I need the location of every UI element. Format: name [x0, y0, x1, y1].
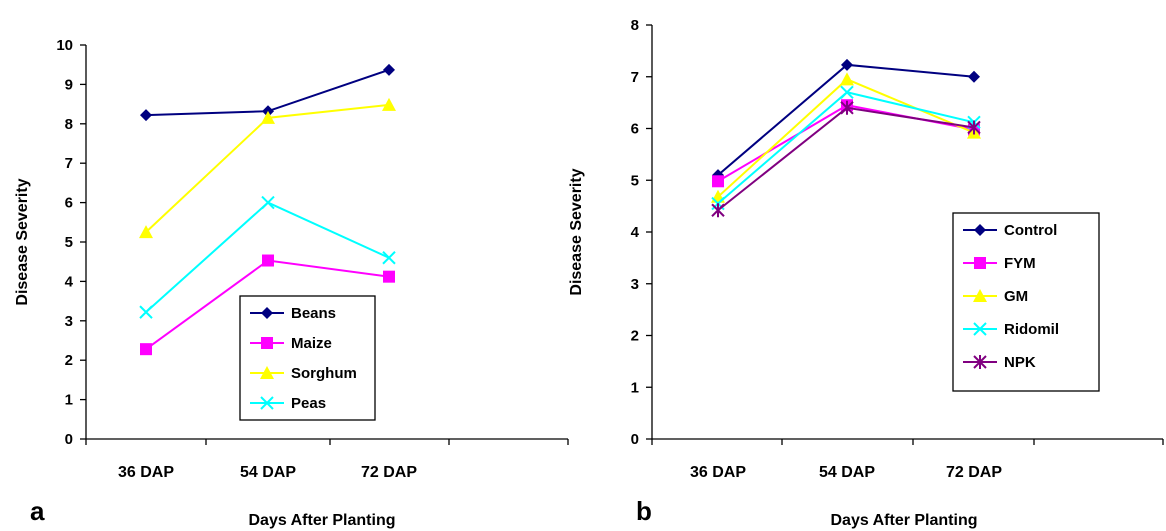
x-category-label: 72 DAP	[361, 464, 417, 481]
legend-marker-npk	[973, 355, 987, 369]
y-tick-label: 7	[65, 155, 73, 172]
data-point-beans	[383, 63, 395, 76]
data-point-ridomil	[840, 85, 854, 99]
legend-marker-ridomil	[973, 322, 987, 336]
y-tick-label: 1	[65, 392, 73, 409]
x-category-label: 36 DAP	[690, 464, 746, 481]
y-tick-label: 2	[65, 352, 73, 369]
legend-marker-beans	[261, 307, 273, 319]
chart-panel-b: 0 1 2 3 4 5 6 7 8 36 DAP 54 DAP 72 DAP Days After Pl…	[568, 17, 1164, 529]
data-point-npk	[711, 203, 725, 218]
data-point-gm	[840, 72, 854, 86]
legend-label-npk: NPK	[1004, 354, 1036, 371]
data-point-sorghum	[382, 97, 396, 111]
legend: Beans Maize Sorghum Peas	[239, 295, 376, 421]
data-point-control	[968, 70, 980, 83]
y-tick-label: 5	[631, 172, 639, 189]
data-point-sorghum	[139, 225, 153, 239]
x-axis-title: Days After Planting	[249, 512, 396, 529]
legend-label-peas: Peas	[291, 395, 326, 412]
legend-marker-fym	[974, 257, 986, 269]
data-point-control	[841, 58, 853, 71]
legend-marker-gm	[973, 289, 987, 302]
y-tick-label: 4	[65, 273, 74, 290]
data-point-maize	[383, 270, 395, 283]
x-category-label: 54 DAP	[819, 464, 875, 481]
legend-label-sorghum: Sorghum	[291, 365, 357, 382]
panel-label: a	[30, 496, 45, 526]
y-axis-title: Disease Severity	[14, 178, 31, 305]
legend-marker-sorghum	[260, 366, 274, 379]
y-tick-label: 5	[65, 234, 73, 251]
y-tick-label: 3	[65, 313, 73, 330]
y-tick-label: 4	[631, 224, 640, 241]
y-tick-label: 7	[631, 69, 639, 86]
panel-label: b	[636, 496, 652, 526]
y-tick-label: 10	[56, 37, 73, 54]
legend-label-control: Control	[1004, 222, 1057, 239]
y-tick-label: 0	[65, 431, 73, 448]
x-axis-title: Days After Planting	[831, 512, 978, 529]
y-tick-label: 6	[65, 195, 73, 212]
legend-label-beans: Beans	[291, 305, 336, 322]
legend-marker-control	[974, 224, 986, 236]
data-point-beans	[140, 109, 152, 122]
data-point-maize	[262, 254, 274, 267]
y-tick-label: 9	[65, 76, 73, 93]
x-category-label: 72 DAP	[946, 464, 1002, 481]
y-tick-label: 3	[631, 276, 639, 293]
y-tick-label: 0	[631, 431, 639, 448]
data-point-peas	[261, 195, 275, 210]
chart-panel-a: 0 1 2 3 4 5 6 7 8 9 10 36 DAP 54 DAP 72 DAP Days After…	[14, 37, 569, 529]
legend-label-gm: GM	[1004, 288, 1028, 305]
series-line-sorghum	[145, 103, 390, 233]
legend-marker-maize	[261, 337, 273, 349]
legend: Control FYM GM Ridomil NPK	[952, 212, 1100, 392]
y-tick-label: 8	[65, 116, 73, 133]
data-point-fym	[712, 175, 724, 188]
data-point-peas	[139, 305, 153, 319]
legend-label-fym: FYM	[1004, 255, 1036, 272]
y-tick-label: 6	[631, 121, 639, 138]
legend-label-maize: Maize	[291, 335, 332, 352]
legend-label-ridomil: Ridomil	[1004, 321, 1059, 338]
data-point-peas	[382, 251, 396, 265]
x-category-label: 36 DAP	[118, 464, 174, 481]
y-tick-label: 8	[631, 17, 639, 34]
x-category-label: 54 DAP	[240, 464, 296, 481]
data-point-sorghum	[261, 110, 275, 124]
y-tick-label: 2	[631, 328, 639, 345]
data-point-npk	[840, 100, 854, 115]
y-axis-title: Disease Severity	[568, 168, 585, 295]
legend-marker-peas	[260, 396, 274, 410]
data-point-npk	[967, 120, 981, 135]
data-point-maize	[140, 343, 152, 356]
y-tick-label: 1	[631, 379, 639, 396]
